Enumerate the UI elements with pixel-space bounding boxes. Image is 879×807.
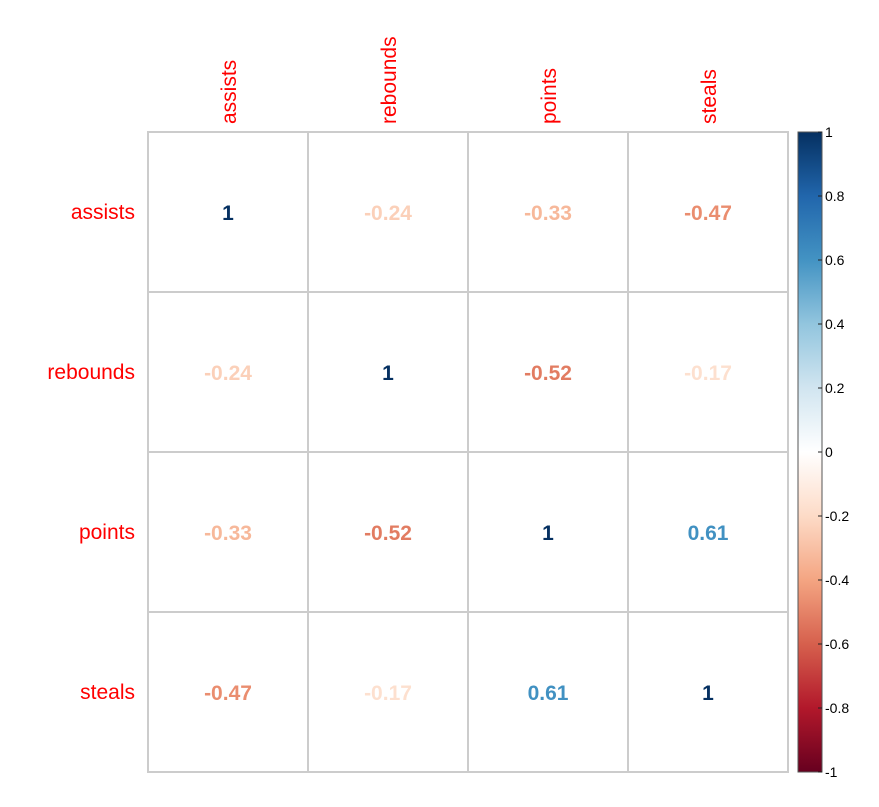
cell-assists-rebounds xyxy=(307,131,469,293)
cell-value-steals-points: 0.61 xyxy=(528,682,569,705)
cell-value-points-assists: -0.33 xyxy=(204,522,252,545)
cell-value-rebounds-rebounds: 1 xyxy=(382,362,394,385)
colorbar-tick-label: 0.4 xyxy=(825,316,845,332)
column-labels: assists rebounds points steals xyxy=(218,36,721,124)
cell-value-rebounds-points: -0.52 xyxy=(524,362,572,385)
colorbar-tick-label: -0.4 xyxy=(825,572,849,588)
cell-assists-assists xyxy=(147,131,309,293)
colorbar: 1 0.8 0.6 0.4 0.2 0 -0.2 -0.4 -0.6 -0.8 -1 xyxy=(797,124,849,780)
cell-value-steals-rebounds: -0.17 xyxy=(364,682,412,705)
column-label-assists: assists xyxy=(218,60,241,124)
cell-value-points-rebounds: -0.52 xyxy=(364,522,412,545)
cell-points-rebounds xyxy=(307,451,469,613)
cell-value-assists-rebounds: -0.24 xyxy=(364,202,412,225)
heatmap-cells: 1 -0.24 -0.33 -0.47 -0.24 1 -0.52 -0.17 -0.33 -0.… xyxy=(147,131,789,773)
cell-value-points-steals: 0.61 xyxy=(688,522,729,545)
colorbar-tick-label: -0.2 xyxy=(825,508,849,524)
cell-rebounds-assists xyxy=(147,291,309,453)
colorbar-tick-label: 0 xyxy=(825,444,833,460)
cell-value-rebounds-steals: -0.17 xyxy=(684,362,732,385)
cell-assists-points xyxy=(467,131,629,293)
column-label-steals: steals xyxy=(698,69,721,124)
column-label-rebounds: rebounds xyxy=(378,36,401,124)
cell-value-points-points: 1 xyxy=(542,522,554,545)
colorbar-tick-label: -1 xyxy=(825,764,838,780)
colorbar-ticks: 1 0.8 0.6 0.4 0.2 0 -0.2 -0.4 -0.6 -0.8 -1 xyxy=(818,124,849,780)
row-label-steals: steals xyxy=(80,681,135,704)
cell-steals-rebounds xyxy=(307,611,469,773)
row-label-points: points xyxy=(79,521,135,544)
cell-assists-steals xyxy=(627,131,789,293)
cell-value-assists-assists: 1 xyxy=(222,202,234,225)
cell-steals-assists xyxy=(147,611,309,773)
cell-value-steals-assists: -0.47 xyxy=(204,682,252,705)
cell-rebounds-steals xyxy=(627,291,789,453)
cell-value-assists-steals: -0.47 xyxy=(684,202,732,225)
cell-steals-steals xyxy=(627,611,789,773)
column-label-points: points xyxy=(538,68,561,124)
colorbar-tick-label: 1 xyxy=(825,124,833,140)
row-labels: assists rebounds points steals xyxy=(47,201,135,704)
row-label-assists: assists xyxy=(71,201,135,224)
cell-value-assists-points: -0.33 xyxy=(524,202,572,225)
cell-points-steals xyxy=(627,451,789,613)
colorbar-tick-label: 0.8 xyxy=(825,188,845,204)
cell-value-rebounds-assists: -0.24 xyxy=(204,362,252,385)
colorbar-tick-label: 0.2 xyxy=(825,380,845,396)
cell-value-steals-steals: 1 xyxy=(702,682,714,705)
cell-rebounds-rebounds xyxy=(307,291,469,453)
colorbar-tick-label: -0.8 xyxy=(825,700,849,716)
colorbar-tick-label: -0.6 xyxy=(825,636,849,652)
colorbar-tick-label: 0.6 xyxy=(825,252,845,268)
row-label-rebounds: rebounds xyxy=(47,361,135,384)
